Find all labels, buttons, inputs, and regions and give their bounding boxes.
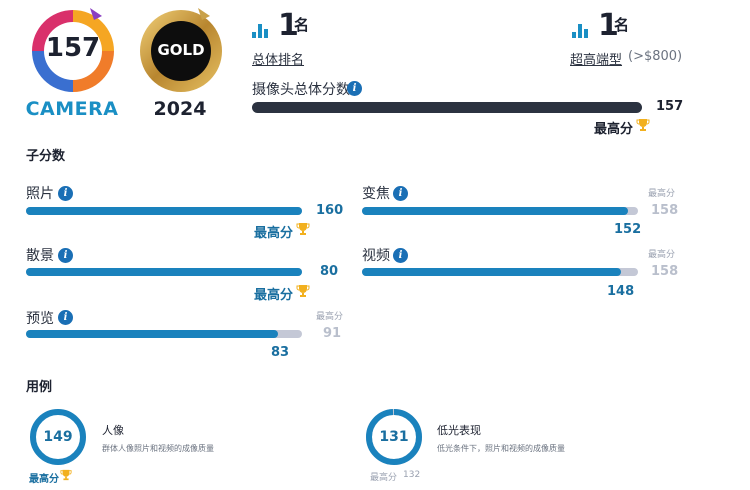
lowlight-best-value: 132	[403, 470, 421, 480]
gold-label: GOLD	[157, 41, 205, 59]
preview-best-value: 91	[323, 326, 342, 341]
segment-rank-link[interactable]: 超高端型	[570, 53, 623, 68]
photo-best-label: 最高分	[254, 226, 294, 241]
preview-info-icon[interactable]: i	[58, 310, 73, 325]
zoom-info-icon[interactable]: i	[393, 186, 408, 201]
ranking-bars-icon	[252, 24, 268, 38]
segment-price-range: (>$800)	[628, 49, 683, 64]
photo-track	[26, 207, 302, 215]
lowlight-title: 低光表现	[437, 424, 481, 437]
lowlight-best-label: 最高分	[370, 473, 398, 483]
camera-score-badge: 157 CAMERA	[22, 6, 122, 120]
preview-fill	[26, 330, 278, 338]
portrait-description: 群体人像照片和视频的成像质量	[102, 444, 214, 453]
overall-score-title: 摄像头总体分数	[252, 82, 350, 98]
video-best-small-label: 最高分	[648, 250, 676, 260]
overall-trophy-icon	[636, 119, 650, 131]
overall-score-bar	[252, 102, 642, 113]
segment-ranking-bars-icon	[572, 24, 588, 38]
lowlight-description: 低光条件下，照片和视频的成像质量	[437, 444, 565, 453]
gold-badge-ring-icon	[140, 8, 222, 92]
portrait-title: 人像	[102, 424, 124, 437]
gold-year: 2024	[153, 98, 207, 120]
preview-label: 预览	[26, 311, 54, 327]
bokeh-value: 80	[320, 264, 339, 279]
bokeh-best-label: 最高分	[254, 288, 294, 303]
preview-value: 83	[271, 345, 290, 360]
zoom-best-value: 158	[651, 203, 679, 218]
zoom-best-small-label: 最高分	[648, 189, 676, 199]
camera-score-value: 157	[45, 33, 101, 63]
zoom-value: 152	[614, 222, 642, 237]
segment-rank-suffix: 名	[614, 16, 630, 34]
lowlight-value: 131	[379, 429, 409, 445]
camera-label: CAMERA	[25, 98, 119, 120]
sub-scores-title: 子分数	[26, 149, 66, 164]
bokeh-label: 散景	[26, 248, 54, 264]
overall-rank-link[interactable]: 总体排名	[252, 53, 305, 68]
preview-best-small-label: 最高分	[316, 312, 344, 322]
photo-label: 照片	[26, 186, 54, 202]
photo-value: 160	[316, 203, 344, 218]
photo-trophy-icon	[296, 223, 310, 235]
zoom-label: 变焦	[362, 186, 390, 202]
photo-info-icon[interactable]: i	[58, 186, 73, 201]
overall-rank-number: 1	[278, 8, 299, 43]
gold-award-badge: GOLD 2024	[130, 6, 230, 120]
lowlight-score-ring	[366, 409, 422, 465]
preview-track	[26, 330, 302, 338]
bokeh-trophy-icon	[296, 285, 310, 297]
use-cases-title: 用例	[26, 380, 53, 395]
video-best-value: 158	[651, 264, 679, 279]
bokeh-fill	[26, 268, 302, 276]
portrait-trophy-icon	[60, 469, 72, 481]
video-value: 148	[607, 284, 635, 299]
portrait-score-ring	[30, 409, 86, 465]
overall-best-label: 最高分	[594, 122, 634, 137]
portrait-best-label: 最高分	[29, 474, 59, 485]
overall-info-icon[interactable]: i	[347, 81, 362, 96]
video-fill	[362, 268, 621, 276]
segment-rank-number: 1	[598, 8, 619, 43]
bokeh-info-icon[interactable]: i	[58, 248, 73, 263]
camera-badge-ring-icon	[32, 8, 114, 92]
portrait-value: 149	[43, 429, 73, 445]
overall-score-value: 157	[656, 99, 684, 114]
video-info-icon[interactable]: i	[393, 248, 408, 263]
overall-rank-suffix: 名	[294, 16, 310, 34]
video-track	[362, 268, 638, 276]
photo-fill	[26, 207, 302, 215]
video-label: 视频	[362, 248, 390, 264]
bokeh-track	[26, 268, 302, 276]
zoom-fill	[362, 207, 628, 215]
zoom-track	[362, 207, 638, 215]
